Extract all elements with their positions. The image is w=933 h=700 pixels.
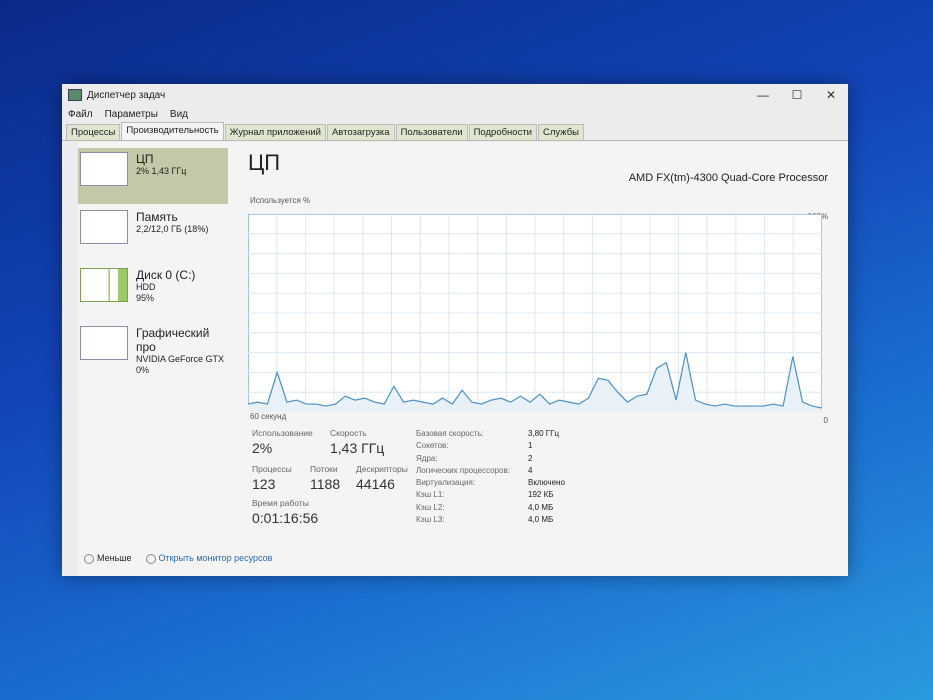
close-button[interactable]: ✕ xyxy=(825,88,837,102)
processes-label: Процессы xyxy=(252,464,292,474)
sidebar-item-sub: HDD xyxy=(136,282,156,292)
cpu-usage-chart xyxy=(248,214,822,412)
usage-label: Использование xyxy=(252,428,313,438)
spec-key: Базовая скорость: xyxy=(416,429,484,438)
tab-users[interactable]: Пользователи xyxy=(395,124,468,140)
chart-time-label: 60 секунд xyxy=(250,412,287,421)
threads-label: Потоки xyxy=(310,464,338,474)
cpu-usage-area xyxy=(248,352,822,412)
spec-value: 3,80 ГГц xyxy=(528,429,560,438)
sidebar-item-name: ЦП xyxy=(136,152,154,166)
usage-value: 2% xyxy=(252,440,273,456)
resource-monitor-icon xyxy=(145,554,156,564)
fewer-details-button[interactable]: Меньше xyxy=(84,553,132,564)
sidebar-item-cpu[interactable]: ЦП 2% 1,43 ГГц xyxy=(78,148,228,204)
uptime-label: Время работы xyxy=(252,498,309,508)
spec-key: Виртуализация: xyxy=(416,478,476,488)
speed-value: 1,43 ГГц xyxy=(330,440,385,456)
cpu-details: ЦП AMD FX(tm)-4300 Quad-Core Processor И… xyxy=(248,142,828,576)
spec-row: Виртуализация: Включено xyxy=(416,477,565,489)
spec-row: Кэш L1: 192 КБ xyxy=(416,489,565,501)
spec-row: Кэш L3: 4,0 МБ xyxy=(416,514,565,526)
resource-monitor-link[interactable]: Открыть монитор ресурсов xyxy=(145,553,273,564)
task-manager-window: Диспетчер задач — ☐ ✕ Файл Параметры Вид… xyxy=(62,84,848,576)
sidebar-item-memory[interactable]: Память 2,2/12,0 ГБ (18%) xyxy=(78,206,228,262)
resource-monitor-label[interactable]: Открыть монитор ресурсов xyxy=(158,553,273,564)
memory-thumbnail xyxy=(80,210,128,244)
tab-services[interactable]: Службы xyxy=(538,124,584,140)
spec-value: 192 КБ xyxy=(528,490,554,500)
spec-key: Кэш L1: xyxy=(416,490,445,500)
spec-value: 4,0 МБ xyxy=(528,515,554,525)
spec-row: Кэш L2: 4,0 МБ xyxy=(416,502,565,514)
processes-value: 123 xyxy=(252,476,276,492)
cpu-specs: Базовая скорость: 3,80 ГГц Сокетов: 1 Ядра: 2… xyxy=(416,428,565,526)
task-manager-icon xyxy=(68,89,82,101)
fewer-details-label: Меньше xyxy=(97,553,132,564)
page-title: ЦП xyxy=(248,150,281,175)
sidebar-item-sub: NVIDIA GeForce GTX 750 xyxy=(136,354,226,364)
menu-view[interactable]: Вид xyxy=(169,108,188,120)
spec-key: Сокетов: xyxy=(416,441,449,451)
minimize-button[interactable]: — xyxy=(757,88,769,102)
sidebar-item-sub: 2,2/12,0 ГБ (18%) xyxy=(136,224,209,234)
tab-startup[interactable]: Автозагрузка xyxy=(326,124,395,140)
spec-value: 2 xyxy=(528,453,533,463)
spec-value: 4,0 МБ xyxy=(528,502,554,512)
threads-value: 1188 xyxy=(310,476,341,492)
handles-label: Дескрипторы xyxy=(356,464,408,474)
performance-panel: ЦП 2% 1,43 ГГц Память 2,2/12,0 ГБ (18%) Ди… xyxy=(78,142,848,576)
tab-details[interactable]: Подробности xyxy=(468,124,537,140)
sidebar-item-name: Память xyxy=(136,210,178,224)
window-title: Диспетчер задач xyxy=(87,89,166,101)
menu-file[interactable]: Файл xyxy=(68,108,93,120)
disk-thumbnail xyxy=(80,268,128,302)
title-bar: Диспетчер задач — ☐ ✕ xyxy=(62,84,848,106)
cpu-usage-line xyxy=(248,352,822,409)
menu-bar: Файл Параметры Вид xyxy=(62,106,848,122)
gpu-thumbnail xyxy=(80,326,128,360)
spec-key: Логических процессоров: xyxy=(416,465,510,475)
spec-value: 4 xyxy=(528,465,533,475)
tab-performance[interactable]: Производительность xyxy=(121,122,224,140)
chevron-up-icon xyxy=(84,554,94,564)
spec-value: Включено xyxy=(528,478,565,488)
menu-options[interactable]: Параметры xyxy=(104,108,158,120)
spec-key: Ядра: xyxy=(416,453,438,463)
spec-key: Кэш L3: xyxy=(416,515,445,525)
chart-ylabel: Используется % xyxy=(250,196,311,205)
sidebar-item-name: Графический про xyxy=(136,326,210,354)
sidebar-item-name: Диск 0 (C:) xyxy=(136,268,196,282)
spec-row: Ядра: 2 xyxy=(416,453,565,465)
tab-app-history[interactable]: Журнал приложений xyxy=(224,124,326,140)
speed-label: Скорость xyxy=(330,428,367,438)
resource-sidebar: ЦП 2% 1,43 ГГц Память 2,2/12,0 ГБ (18%) Ди… xyxy=(78,148,228,380)
sidebar-item-sub2: 95% xyxy=(136,293,155,303)
chart-min-label: 0 xyxy=(823,416,828,425)
spec-value: 1 xyxy=(528,441,533,451)
spec-row: Логических процессоров: 4 xyxy=(416,465,565,477)
spec-row: Сокетов: 1 xyxy=(416,440,565,452)
spec-key: Кэш L2: xyxy=(416,502,445,512)
maximize-button[interactable]: ☐ xyxy=(791,88,803,102)
sidebar-item-sub2: 0% xyxy=(136,365,150,374)
sidebar-item-sub: 2% 1,43 ГГц xyxy=(136,166,187,176)
tab-processes[interactable]: Процессы xyxy=(66,124,121,140)
spec-row: Базовая скорость: 3,80 ГГц xyxy=(416,428,565,440)
tab-bar: Процессы Производительность Журнал прило… xyxy=(62,122,848,141)
processor-name: AMD FX(tm)-4300 Quad-Core Processor xyxy=(628,172,828,184)
sidebar-item-disk[interactable]: Диск 0 (C:) HDD 95% xyxy=(78,264,228,320)
handles-value: 44146 xyxy=(356,476,395,492)
uptime-value: 0:01:16:56 xyxy=(252,510,319,526)
footer: Меньше Открыть монитор ресурсов xyxy=(84,553,272,564)
cpu-thumbnail xyxy=(80,152,128,186)
